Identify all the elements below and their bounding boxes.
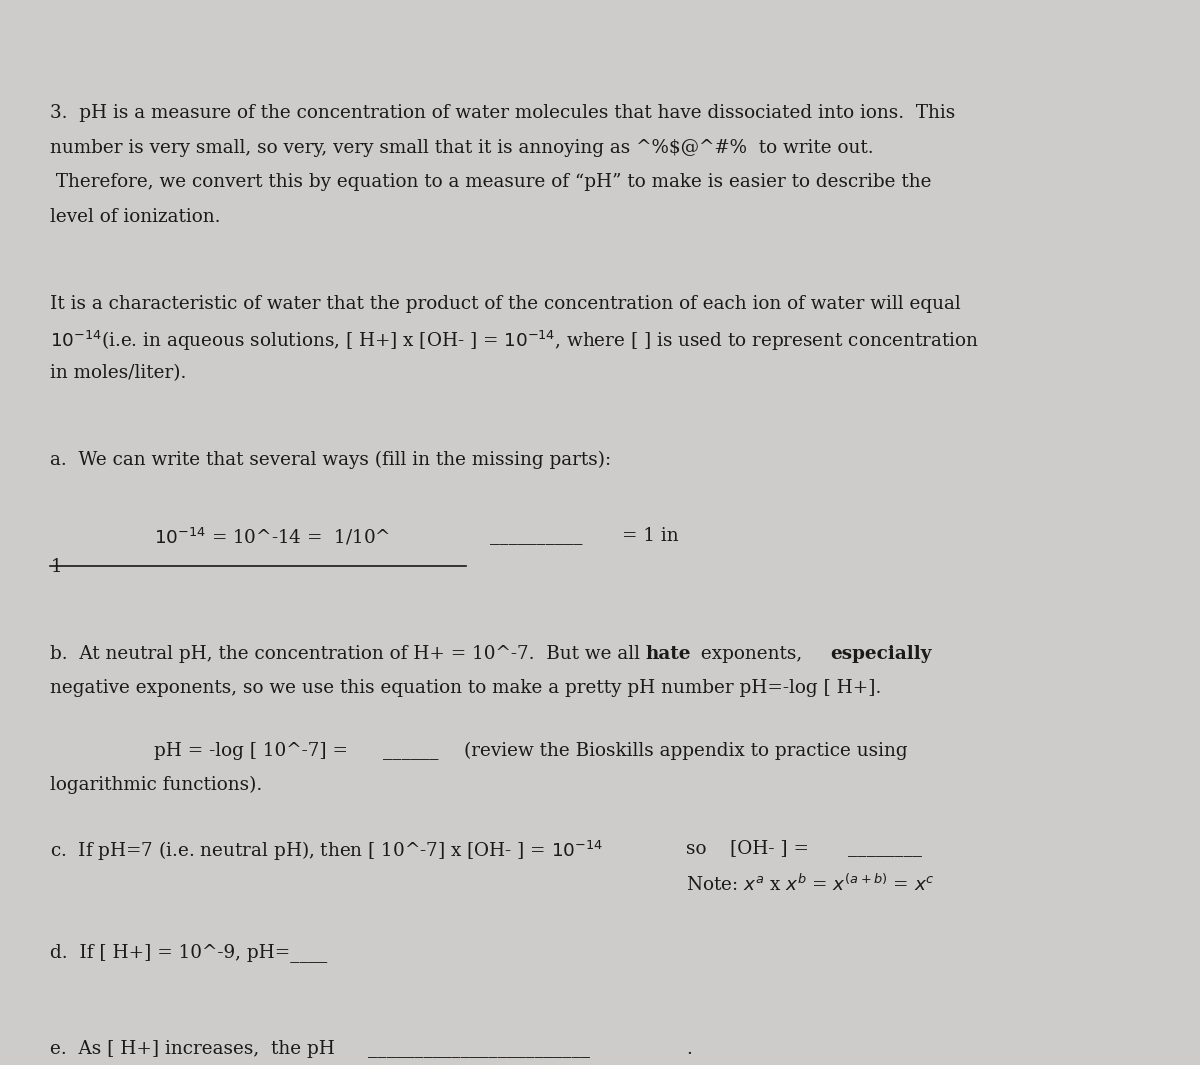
- Text: It is a characteristic of water that the product of the concentration of each io: It is a characteristic of water that the…: [50, 295, 961, 312]
- Text: (review the Bioskills appendix to practice using: (review the Bioskills appendix to practi…: [464, 741, 907, 759]
- Text: level of ionization.: level of ionization.: [50, 208, 221, 226]
- Text: d.  If [ H+] = 10^-9, pH=____: d. If [ H+] = 10^-9, pH=____: [50, 943, 328, 962]
- Text: ________: ________: [847, 838, 922, 856]
- Text: $10^{-14}$ = 10^-14 =  1/10^: $10^{-14}$ = 10^-14 = 1/10^: [155, 527, 391, 547]
- Text: number is very small, so very, very small that it is annoying as ^%$@^#%  to wri: number is very small, so very, very smal…: [50, 138, 874, 157]
- Text: in moles/liter).: in moles/liter).: [50, 364, 187, 382]
- Text: exponents,: exponents,: [695, 644, 809, 662]
- Text: __________: __________: [490, 527, 582, 544]
- Text: = 1 in: = 1 in: [623, 527, 679, 544]
- Text: Note: $x^a$ x $x^b$ = $x^{(a+b)}$ = $x^c$: Note: $x^a$ x $x^b$ = $x^{(a+b)}$ = $x^c…: [686, 873, 935, 895]
- Text: so    [OH- ] =: so [OH- ] =: [686, 838, 809, 856]
- Text: e.  As [ H+] increases,  the pH: e. As [ H+] increases, the pH: [50, 1039, 335, 1058]
- Text: 3.  pH is a measure of the concentration of water molecules that have dissociate: 3. pH is a measure of the concentration …: [50, 104, 955, 121]
- Text: especially: especially: [830, 644, 932, 662]
- Text: 1: 1: [50, 558, 62, 576]
- Text: c.  If pH=7 (i.e. neutral pH), then [ 10^-7] x [OH- ] = $10^{-14}$: c. If pH=7 (i.e. neutral pH), then [ 10^…: [50, 838, 604, 863]
- Text: ________________________: ________________________: [368, 1039, 590, 1058]
- Text: logarithmic functions).: logarithmic functions).: [50, 776, 263, 794]
- Text: b.  At neutral pH, the concentration of H+ = 10^-7.  But we all: b. At neutral pH, the concentration of H…: [50, 644, 647, 662]
- Text: .: .: [686, 1039, 692, 1058]
- Text: $10^{-14}$(i.e. in aqueous solutions, [ H+] x [OH- ] = $10^{-14}$, where [ ] is : $10^{-14}$(i.e. in aqueous solutions, [ …: [50, 329, 979, 354]
- Text: a.  We can write that several ways (fill in the missing parts):: a. We can write that several ways (fill …: [50, 450, 612, 469]
- Text: ______: ______: [383, 741, 439, 759]
- Text: negative exponents, so we use this equation to make a pretty pH number pH=-log [: negative exponents, so we use this equat…: [50, 679, 882, 698]
- Text: Therefore, we convert this by equation to a measure of “pH” to make is easier to: Therefore, we convert this by equation t…: [50, 174, 932, 192]
- Text: pH = -log [ 10^-7] =: pH = -log [ 10^-7] =: [155, 741, 348, 759]
- Text: hate: hate: [646, 644, 691, 662]
